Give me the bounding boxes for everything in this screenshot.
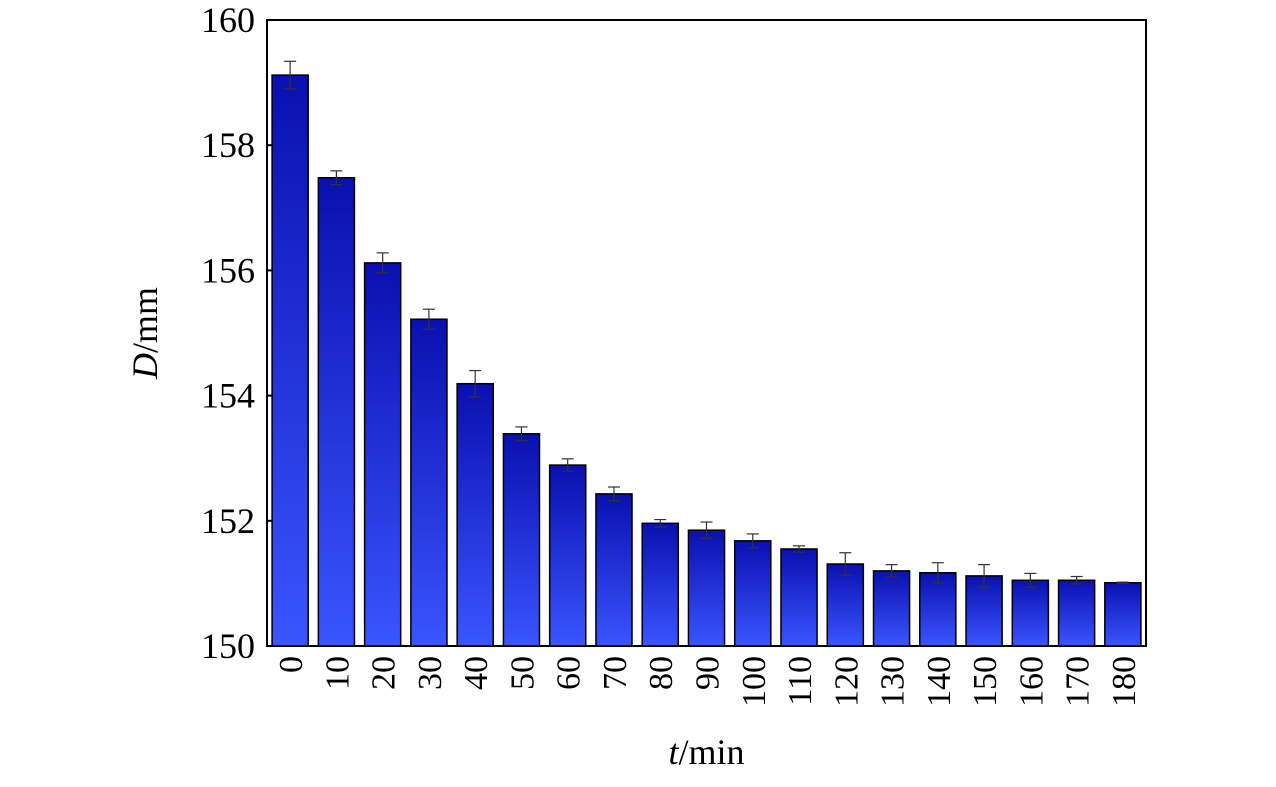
- y-tick-label: 160: [201, 0, 255, 40]
- bar: [363, 262, 402, 647]
- x-tick-label: 130: [875, 656, 912, 707]
- bar: [641, 522, 680, 647]
- bar: [271, 74, 309, 647]
- bar: [317, 177, 356, 647]
- y-tick-label: 150: [201, 626, 255, 666]
- x-tick-label: 80: [643, 656, 680, 690]
- y-tick-label: 154: [201, 376, 255, 416]
- bar: [410, 318, 448, 647]
- bar: [919, 572, 957, 647]
- bar: [548, 464, 587, 647]
- x-tick-label: 70: [597, 656, 634, 690]
- x-tick-label: 140: [921, 656, 958, 707]
- x-tick-label: 10: [319, 656, 356, 690]
- x-tick-label: 110: [782, 656, 819, 706]
- x-tick-label: 30: [412, 656, 449, 690]
- bar: [780, 548, 818, 647]
- bar: [826, 563, 865, 647]
- bar: [687, 529, 726, 647]
- x-tick-label: 170: [1060, 656, 1097, 707]
- bar: [1057, 579, 1096, 647]
- x-tick-label: 180: [1106, 656, 1143, 707]
- axis-label: t/min: [668, 732, 744, 772]
- bar: [1011, 579, 1050, 647]
- x-tick-label: 160: [1013, 656, 1050, 707]
- x-tick-label: 0: [273, 656, 310, 673]
- x-tick-label: 100: [736, 656, 773, 707]
- y-tick-label: 156: [201, 250, 255, 290]
- bar: [1104, 582, 1142, 647]
- axis-label: D/mm: [125, 287, 165, 380]
- bar: [595, 493, 633, 647]
- bar: [872, 570, 911, 647]
- bar: [733, 540, 772, 647]
- x-tick-label: 40: [458, 656, 495, 690]
- x-tick-label: 20: [366, 656, 403, 690]
- bar: [456, 382, 494, 647]
- x-tick-label: 150: [967, 656, 1004, 707]
- y-tick-label: 158: [201, 125, 255, 165]
- bar: [502, 433, 541, 647]
- x-tick-label: 60: [551, 656, 588, 690]
- x-tick-label: 120: [828, 656, 865, 707]
- x-tick-label: 50: [504, 656, 541, 690]
- x-tick-label: 90: [690, 656, 727, 690]
- y-tick-label: 152: [201, 501, 255, 541]
